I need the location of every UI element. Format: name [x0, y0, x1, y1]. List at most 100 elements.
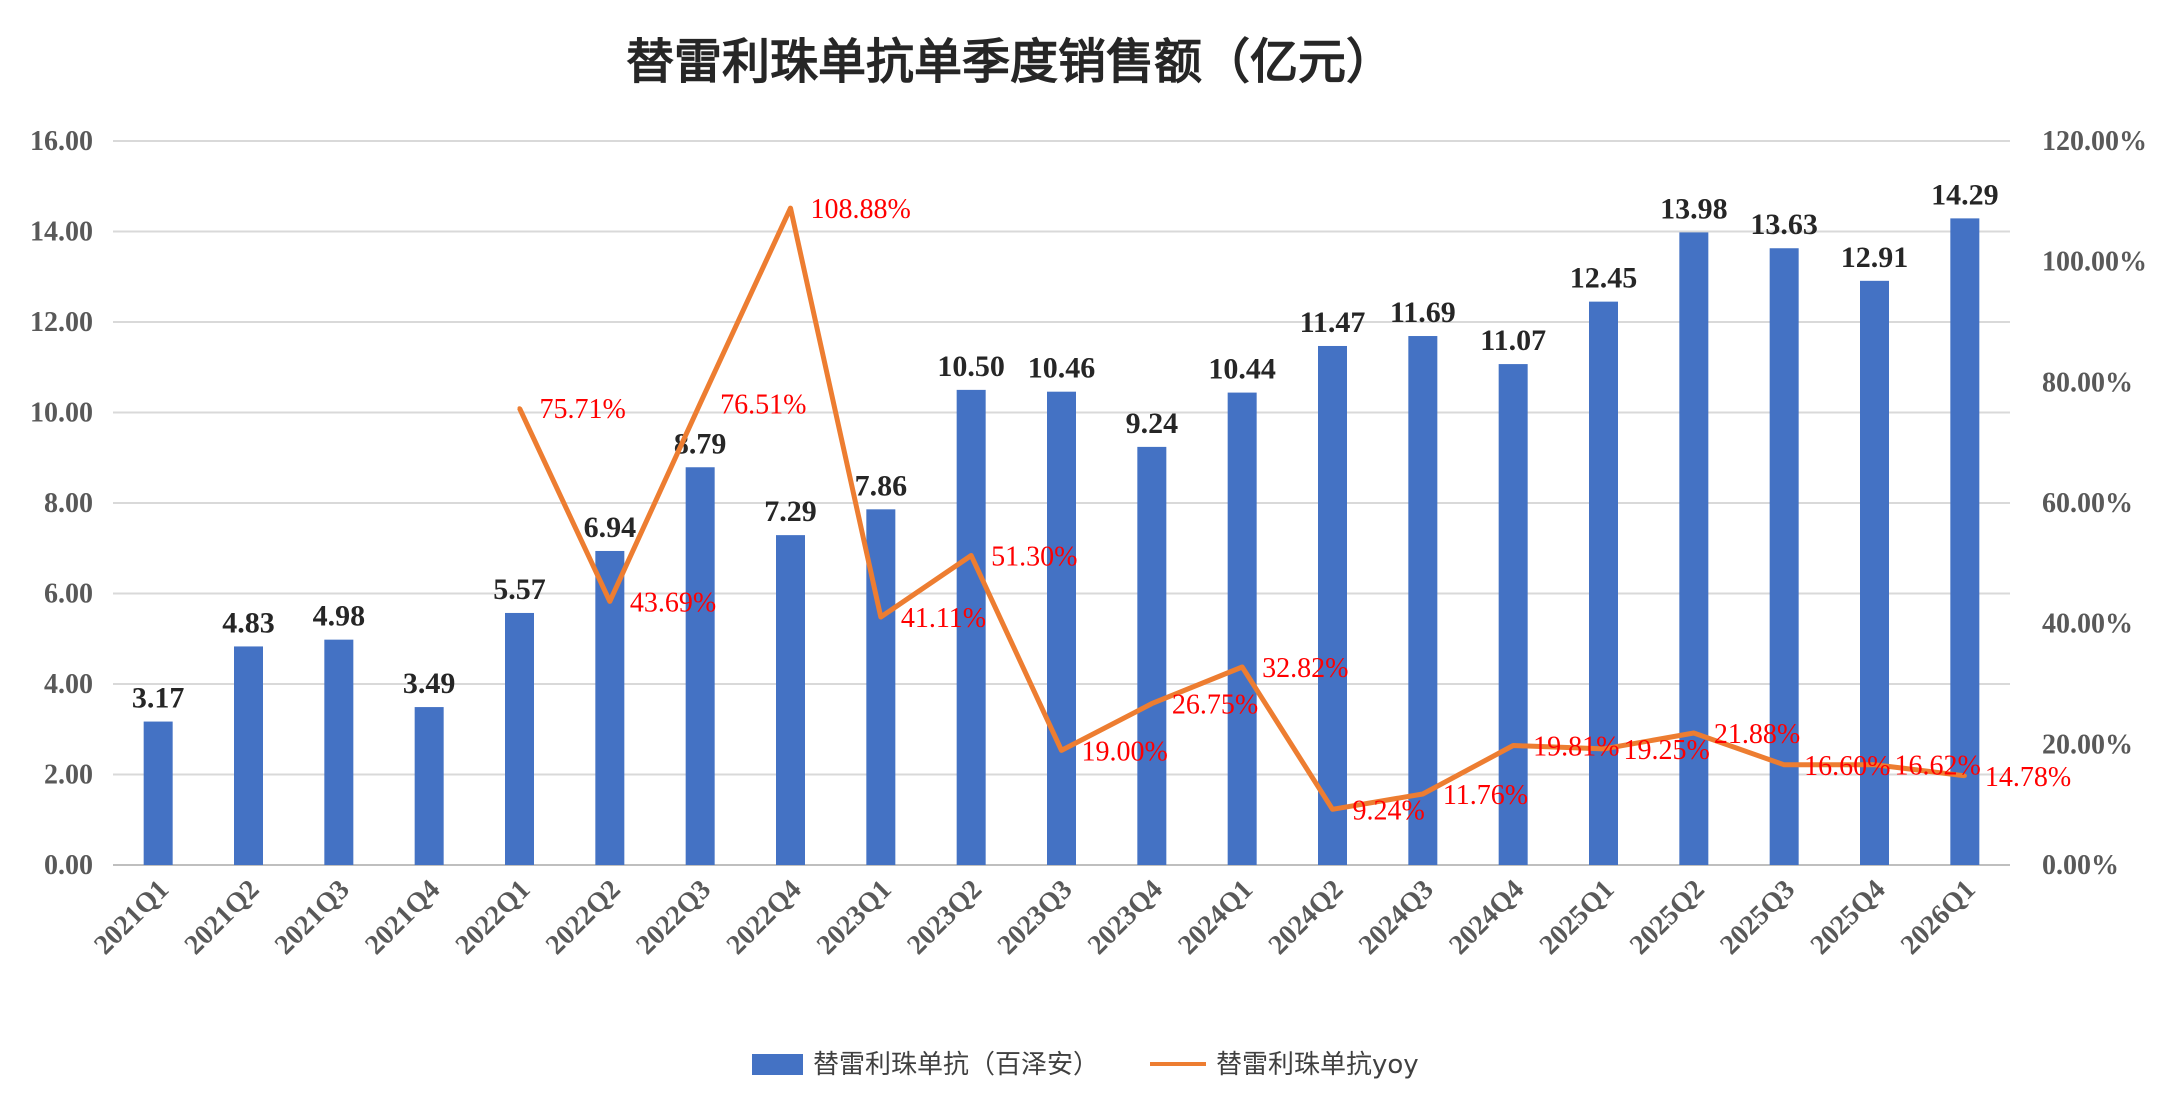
- x-tick-label: 2023Q3: [992, 874, 1079, 961]
- bar: [1498, 364, 1528, 865]
- yoy-point: [698, 401, 703, 406]
- bar: [234, 646, 263, 865]
- bar-value-label: 11.07: [1480, 324, 1546, 357]
- right-tick-label: 40.00%: [2042, 609, 2133, 640]
- x-tick-label: 2022Q3: [630, 874, 717, 961]
- bar-value-label: 4.83: [222, 606, 275, 639]
- right-tick-label: 20.00%: [2042, 729, 2133, 760]
- yoy-point: [1691, 730, 1696, 735]
- yoy-point: [1059, 748, 1064, 753]
- bar-value-label: 12.45: [1570, 262, 1638, 295]
- x-tick-label: 2024Q4: [1443, 874, 1530, 961]
- yoy-point: [607, 599, 612, 604]
- bar-value-label: 3.49: [403, 667, 456, 700]
- bar: [414, 707, 444, 865]
- yoy-value-label: 16.60%: [1804, 751, 1890, 782]
- yoy-point: [969, 553, 974, 558]
- bar-value-label: 11.69: [1390, 296, 1456, 329]
- bar: [1679, 232, 1709, 865]
- bar: [1137, 446, 1167, 865]
- legend-bar-swatch: [752, 1054, 803, 1075]
- bar-value-label: 7.86: [855, 469, 908, 502]
- yoy-point: [1601, 746, 1606, 751]
- legend-bar-label: 替雷利珠单抗（百泽安）: [813, 1050, 1099, 1080]
- bar-value-label: 13.63: [1750, 208, 1818, 241]
- bar: [685, 467, 715, 865]
- yoy-value-label: 16.62%: [1895, 751, 1981, 782]
- bar: [1047, 391, 1076, 865]
- yoy-point: [517, 406, 522, 411]
- x-tick-label: 2025Q1: [1534, 874, 1621, 961]
- line-series: [517, 205, 1967, 812]
- yoy-point: [1872, 762, 1877, 767]
- bar: [1227, 392, 1257, 865]
- bar: [1950, 218, 1980, 865]
- left-tick-label: 12.00: [30, 307, 93, 338]
- yoy-point: [1330, 807, 1335, 812]
- bar: [1318, 345, 1347, 865]
- x-tick-label: 2023Q1: [811, 874, 898, 961]
- yoy-point: [788, 206, 793, 211]
- yoy-point: [1782, 762, 1787, 767]
- bar-value-label: 6.94: [584, 511, 637, 544]
- chart-title: 替雷利珠单抗单季度销售额（亿元）: [626, 34, 1394, 90]
- x-tick-label: 2021Q3: [269, 874, 356, 961]
- right-tick-label: 120.00%: [2042, 126, 2147, 157]
- x-tick-label: 2025Q4: [1805, 874, 1892, 961]
- yoy-value-label: 32.82%: [1262, 653, 1348, 684]
- x-tick-label: 2022Q2: [540, 874, 627, 961]
- line-data-labels: 75.71% 43.69% 76.51% 108.88% 41.11%51.30% 19.…: [540, 194, 2072, 826]
- yoy-value-label: 21.88%: [1714, 719, 1800, 750]
- yoy-point: [1149, 701, 1154, 706]
- x-tick-label: 2024Q3: [1353, 874, 1440, 961]
- x-tick-label: 2022Q4: [721, 874, 808, 961]
- bar-value-label: 5.57: [493, 573, 546, 606]
- yoy-value-label: 11.76%: [1443, 780, 1528, 811]
- left-tick-label: 16.00: [30, 126, 93, 157]
- x-axis-ticks: 2021Q1 2021Q2 2021Q3 2021Q4 2022Q1 2022Q2 2022…: [88, 874, 1981, 961]
- bar-value-label: 14.29: [1931, 178, 1999, 211]
- right-tick-label: 80.00%: [2042, 367, 2133, 398]
- yoy-point: [1962, 773, 1967, 778]
- left-tick-label: 10.00: [30, 398, 93, 429]
- x-tick-label: 2026Q1: [1895, 874, 1982, 961]
- right-tick-label: 60.00%: [2042, 488, 2133, 519]
- yoy-value-label: 108.88%: [811, 194, 911, 225]
- bar-value-label: 11.47: [1300, 306, 1366, 339]
- bar: [1408, 336, 1438, 866]
- yoy-point: [1420, 792, 1425, 797]
- bar: [956, 389, 986, 865]
- legend: 替雷利珠单抗（百泽安） 替雷利珠单抗yoy: [752, 1050, 1419, 1080]
- right-axis-ticks: 0.00% 20.00% 40.00% 60.00% 80.00% 100.00% 120.…: [2042, 126, 2147, 881]
- bar: [1589, 301, 1618, 865]
- left-tick-label: 6.00: [44, 579, 93, 610]
- yoy-value-label: 41.11%: [901, 603, 986, 634]
- x-tick-label: 2025Q3: [1714, 874, 1801, 961]
- yoy-value-label: 43.69%: [630, 587, 716, 618]
- x-tick-label: 2021Q2: [179, 874, 266, 961]
- left-tick-label: 8.00: [44, 488, 93, 519]
- x-tick-label: 2023Q2: [901, 874, 988, 961]
- bar-value-label: 10.46: [1028, 352, 1096, 385]
- yoy-point: [1511, 743, 1516, 748]
- yoy-value-label: 9.24%: [1353, 795, 1425, 826]
- yoy-value-label: 26.75%: [1172, 690, 1258, 721]
- bar-value-label: 4.98: [313, 600, 366, 633]
- yoy-value-label: 19.00%: [1082, 736, 1168, 767]
- x-tick-label: 2023Q4: [1082, 874, 1169, 961]
- bar-value-label: 10.50: [937, 350, 1005, 383]
- x-tick-label: 2021Q4: [359, 874, 446, 961]
- bar: [324, 639, 354, 865]
- yoy-value-label: 51.30%: [991, 541, 1077, 572]
- yoy-value-label: 76.51%: [720, 389, 806, 420]
- yoy-value-label: 19.25%: [1624, 735, 1710, 766]
- yoy-point: [878, 614, 883, 619]
- legend-line-label: 替雷利珠单抗yoy: [1216, 1050, 1419, 1080]
- x-tick-label: 2024Q1: [1172, 874, 1259, 961]
- bar: [776, 535, 805, 865]
- yoy-value-label: 75.71%: [540, 394, 626, 425]
- left-axis-ticks: 0.00 2.00 4.00 6.00 8.00 10.00 12.00 14.00 16.00: [30, 126, 93, 881]
- right-tick-label: 0.00%: [2042, 850, 2119, 881]
- x-tick-label: 2022Q1: [450, 874, 537, 961]
